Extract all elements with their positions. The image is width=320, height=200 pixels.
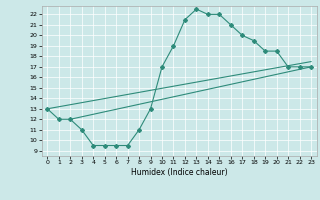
X-axis label: Humidex (Indice chaleur): Humidex (Indice chaleur) [131, 168, 228, 177]
